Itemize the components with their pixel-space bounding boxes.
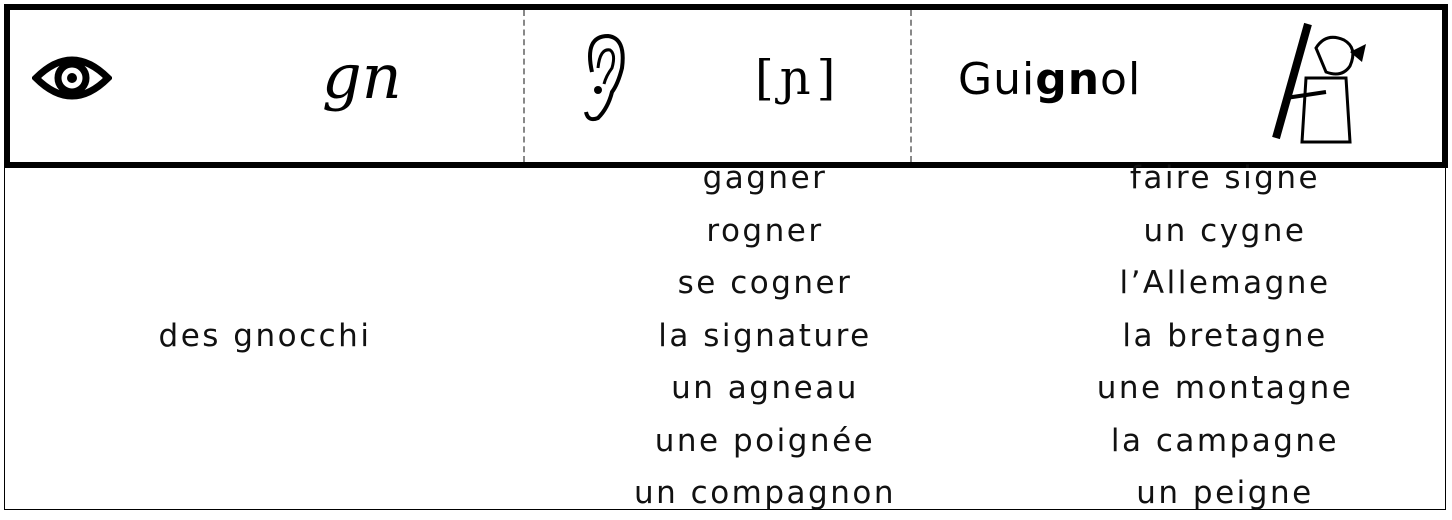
word-item: un cygne <box>1143 212 1307 249</box>
word-item: une montagne <box>1096 370 1354 407</box>
divider <box>523 10 525 162</box>
word-item: un agneau <box>671 370 859 407</box>
phoneme: [ɲ] <box>755 50 842 106</box>
word-column: faire signe un cygne l’Allemagne la bretagn… <box>1005 160 1445 511</box>
header: gn [ɲ] Guignol <box>4 4 1448 168</box>
word-item: un peigne <box>1136 475 1314 512</box>
word-item: la signature <box>658 317 872 354</box>
word-item: l’Allemagne <box>1119 265 1331 302</box>
word-table: des gnocchi gagner rogner se cogner la signa… <box>4 160 1446 511</box>
word-item: un compagnon <box>634 475 896 512</box>
word-item: une poignée <box>654 422 876 459</box>
puppet-image <box>1272 22 1366 144</box>
word-column: des gnocchi <box>5 163 525 509</box>
word-column: gagner rogner se cogner la signature un agne… <box>525 160 1005 511</box>
ear-icon <box>584 33 625 122</box>
word-item: rogner <box>706 212 824 249</box>
word-item: se cogner <box>677 265 853 302</box>
eye-icon <box>32 56 112 100</box>
word-item: la bretagne <box>1122 317 1328 354</box>
word: Guignol <box>958 54 1141 105</box>
word-part: ol <box>1100 54 1142 105</box>
word-part: Gui <box>958 54 1036 105</box>
word-item: gagner <box>702 160 828 197</box>
word-item: la campagne <box>1110 422 1340 459</box>
divider <box>910 10 912 162</box>
word-item: faire signe <box>1129 160 1321 197</box>
word-item: des gnocchi <box>158 317 372 354</box>
word-bold: gn <box>1035 54 1101 105</box>
grapheme: gn <box>322 40 402 113</box>
